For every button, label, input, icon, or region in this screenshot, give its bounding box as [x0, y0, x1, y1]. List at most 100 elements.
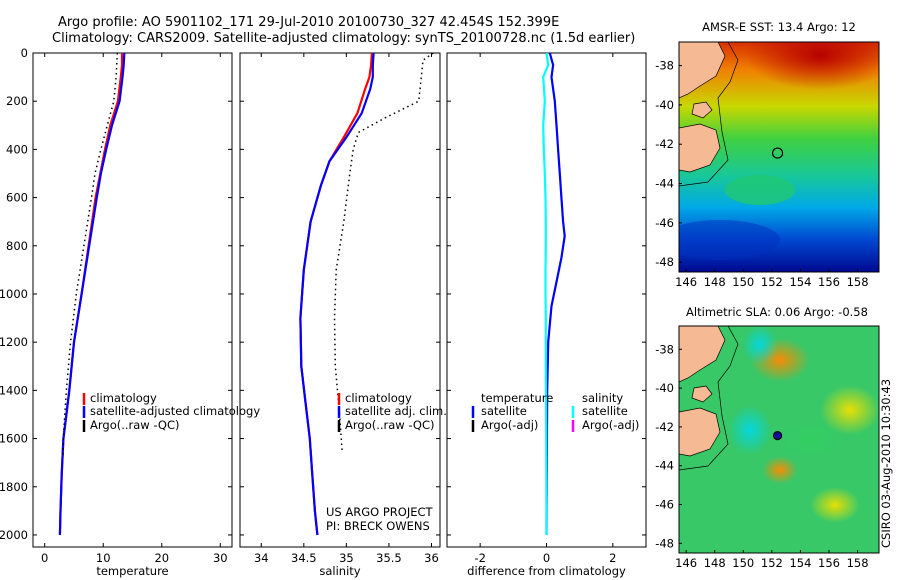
salinity-xtick-label: 35	[339, 551, 354, 565]
sla-low-north	[742, 326, 778, 365]
difference-series-temperature-satellite	[545, 52, 566, 536]
temperature-ytick-label: 1400	[0, 383, 28, 397]
sla_map-ytick-label: -48	[655, 536, 674, 550]
sst_map-float-marker	[771, 147, 784, 159]
sla_map-xtick-label: 152	[761, 556, 783, 570]
temperature-xtick-label: 20	[154, 551, 169, 565]
sst-warm-core	[745, 42, 879, 90]
sst-shelf-contour	[679, 42, 739, 187]
legend-label-argo: Argo(..raw -QC)	[345, 418, 435, 432]
sst_map-ytick-label: -40	[655, 98, 674, 112]
temperature-legend: climatology satellite-adjusted climatolo…	[82, 391, 260, 432]
sst_map-xtick-label: 150	[732, 275, 754, 289]
sst_map-ytick-label: -46	[655, 216, 674, 230]
salinity-xtick-label: 34.5	[291, 551, 317, 565]
salinity-xlabel: salinity	[319, 564, 360, 578]
temperature-ytick-label: 800	[6, 239, 28, 253]
temperature-ytick-label: 0	[21, 46, 28, 60]
sla_map-float-marker	[772, 431, 783, 441]
sst_map-xtick-label: 156	[818, 275, 840, 289]
sla-shelf-contour	[679, 326, 739, 471]
salinity-panel: 34 34.5 35 35.5 36 salinity	[239, 52, 441, 578]
sst-eddy	[725, 175, 795, 205]
sst_map-xtick-label: 146	[675, 275, 697, 289]
sla_map-ytick-label: -42	[655, 420, 674, 434]
sla_map-xtick-label: 148	[704, 556, 726, 570]
sst_map-ytick-label: -44	[655, 177, 674, 191]
sla-map-land	[679, 326, 739, 471]
temperature-xtick-label: 10	[96, 551, 111, 565]
sst-land-mainland	[679, 42, 726, 99]
side-label: CSIRO 03-Aug-2010 10:30:43	[879, 379, 893, 548]
legend-label-climatology: climatology	[90, 391, 157, 405]
difference-xtick-label: -2	[474, 551, 485, 565]
salinity-series-satellite-adj-clim	[299, 52, 375, 536]
sst_map-xtick-label: 148	[704, 275, 726, 289]
salinity-legend: climatology satellite adj. clim. Argo(..…	[337, 391, 447, 432]
temperature-ytick-label: 200	[6, 94, 28, 108]
legend-group-title-salinity: salinity	[582, 391, 623, 405]
temperature-panel: 0 10 20 30 0 200 400 600 800 1000 1200 1400 1600 1800…	[0, 46, 233, 578]
credit-pi: PI: BRECK OWENS	[326, 519, 430, 533]
sst_map-xtick-label: 158	[847, 275, 869, 289]
sla-map-title: Altimetric SLA: 0.06 Argo: -0.58	[686, 305, 868, 319]
difference-xtick-label: 0	[543, 551, 550, 565]
sst-map-axes: 146 148 150 152 154 156 158 -38 -40 -42 -44 -46 -48	[655, 59, 868, 289]
sla_map-ytick-label: -46	[655, 497, 674, 511]
header-title: Argo profile: AO 5901102_171 29-Jul-2010…	[58, 15, 559, 30]
salinity-xtick-label: 36	[424, 551, 439, 565]
sla-map-frame	[678, 325, 880, 554]
difference-xtick-label: 2	[609, 551, 616, 565]
sst-map-frame	[678, 41, 880, 273]
sla_map-ytick-label: -44	[655, 459, 674, 473]
temperature-ytick-label: 1200	[0, 335, 28, 349]
sst_map-xtick-label: 152	[761, 275, 783, 289]
sst-map-field	[679, 42, 879, 272]
temperature-ytick-label: 2000	[0, 528, 28, 542]
sla_map-xtick-label: 154	[789, 556, 811, 570]
header-subtitle: Climatology: CARS2009. Satellite-adjuste…	[52, 31, 635, 46]
sla-high-east	[820, 385, 879, 435]
sst-cold-band	[679, 220, 780, 260]
difference-xlabel: difference from climatology	[467, 564, 626, 578]
temperature-xtick-label: 30	[213, 551, 228, 565]
temperature-ytick-label: 400	[6, 142, 28, 156]
legend-label-satellite: satellite adj. clim.	[345, 404, 447, 418]
difference-legend: temperature satellite Argo(-adj) salinit…	[471, 391, 639, 432]
legend-group-title-temperature: temperature	[481, 391, 553, 405]
salinity-xtick-label: 35.5	[376, 551, 402, 565]
sla_map-xtick-label: 150	[732, 556, 754, 570]
temperature-xlabel: temperature	[96, 564, 168, 578]
sla_map-xtick-label: 156	[818, 556, 840, 570]
sla-map-axes: 146 148 150 152 154 156 158 -38 -40 -42 -44 -46 -48	[655, 342, 868, 570]
sst_map-ytick-label: -38	[655, 59, 674, 73]
sla-land-tasmania	[679, 407, 721, 457]
sla-low-west	[728, 405, 772, 455]
credit-project: US ARGO PROJECT	[326, 505, 434, 519]
sla_map-ytick-label: -40	[655, 381, 674, 395]
legend-label-satellite: satellite-adjusted climatology	[90, 404, 260, 418]
temperature-ytick-label: 1800	[0, 480, 28, 494]
sst-land-tasmania	[679, 123, 721, 173]
legend-label-temp-satellite: satellite	[481, 404, 527, 418]
sla_map-ytick-label: -38	[655, 342, 674, 356]
sla-land-island	[691, 385, 713, 403]
legend-label-sal-satellite: satellite	[582, 404, 628, 418]
temperature-plot-frame	[32, 52, 233, 548]
salinity-plot-frame	[239, 52, 441, 548]
sst-map-title: AMSR-E SST: 13.4 Argo: 12	[702, 20, 856, 34]
sla-high-southeast	[810, 487, 860, 523]
sst-land-island	[691, 101, 713, 119]
sst_map-ytick-label: -42	[655, 137, 674, 151]
temperature-ytick-label: 600	[6, 191, 28, 205]
sla_map-xtick-label: 158	[847, 556, 869, 570]
difference-series-salinity-satellite	[542, 52, 550, 536]
sst-map-land	[679, 42, 739, 187]
temperature-series-argo-raw-qc	[62, 52, 119, 458]
sla-mid-field	[775, 420, 845, 460]
legend-label-argo: Argo(..raw -QC)	[90, 418, 180, 432]
legend-label-sal-argo: Argo(-adj)	[582, 418, 639, 432]
sst_map-ytick-label: -48	[655, 255, 674, 269]
